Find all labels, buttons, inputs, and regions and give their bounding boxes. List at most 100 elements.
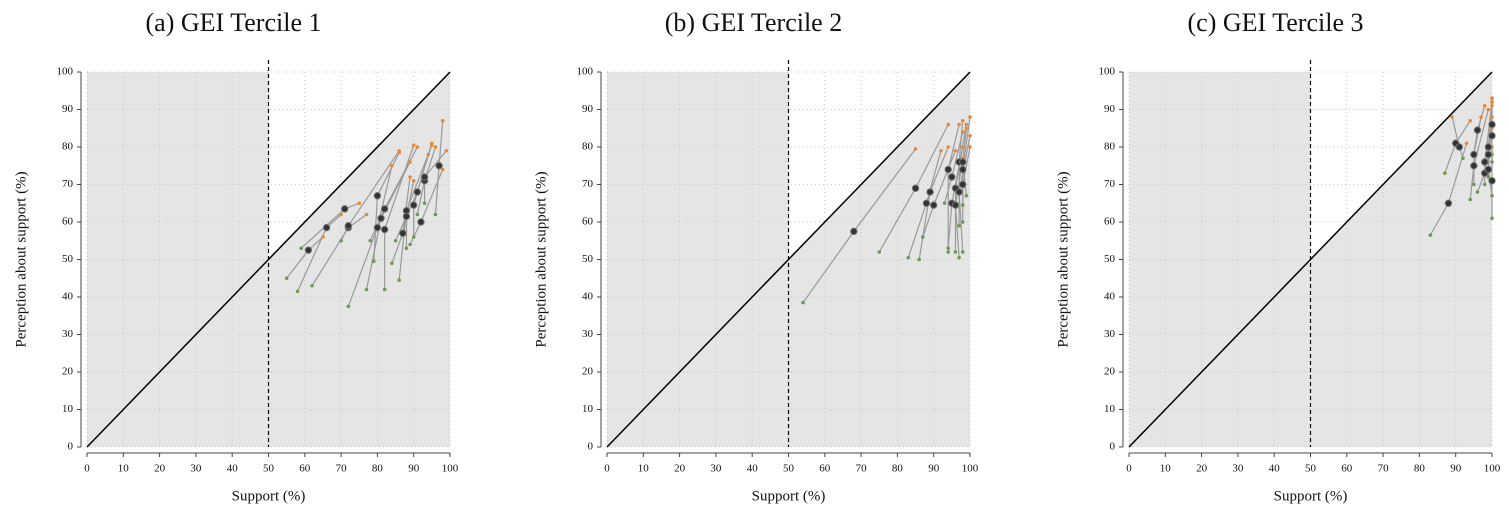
x-tick-label: 70 [856,463,868,475]
y-tick-label: 50 [62,253,74,265]
endpoint [415,212,420,217]
endpoint [1490,160,1494,164]
y-tick-label: 30 [1104,328,1116,340]
y-tick-label: 20 [1104,366,1116,378]
mean-point [435,162,443,170]
endpoint [1482,103,1487,108]
y-tick-label: 30 [62,328,74,340]
endpoint [393,238,398,243]
endpoint [917,257,921,262]
panel: 0 10 20 30 40 50 60 70 80 90 100 0 10 20 30 40 50 60 70 80 9… [533,8,978,504]
mean-point [417,218,425,226]
endpoint [939,148,943,153]
endpoint [957,122,961,127]
x-tick-label: 0 [604,463,610,475]
y-tick-label: 80 [62,141,74,153]
endpoint [404,246,409,251]
x-tick-label: 60 [1341,463,1353,475]
y-tick-label: 80 [582,141,594,153]
endpoint [1468,118,1473,123]
y-tick-label: 60 [62,216,74,228]
mean-point [344,222,353,230]
x-axis-label: Support (%) [752,488,826,504]
y-axis-label: Perception about support (%) [533,171,549,347]
endpoint [1486,107,1491,112]
endpoint [397,278,401,282]
y-tick-label: 50 [582,253,594,265]
endpoint [957,223,961,228]
y-tick-label: 60 [1104,216,1116,228]
mean-point [850,227,858,236]
mean-point [1444,199,1453,207]
shade [87,72,269,447]
endpoint [339,238,343,243]
endpoint [284,276,289,281]
endpoint [960,145,965,149]
endpoint [964,122,969,127]
endpoint [440,167,445,172]
endpoint [1428,233,1433,237]
x-tick-label: 60 [299,463,311,475]
endpoint [1443,171,1447,176]
mean-point [322,223,331,232]
endpoint [364,287,369,292]
y-tick-label: 90 [582,103,594,115]
endpoint [1461,156,1465,161]
endpoint [368,238,372,243]
y-tick-label: 0 [588,441,594,453]
endpoint [1468,197,1473,202]
x-tick-label: 30 [1232,463,1244,475]
mean-point [959,165,967,174]
y-tick-label: 80 [1104,141,1116,153]
endpoint [295,289,300,294]
endpoint [913,147,918,151]
y-tick-label: 20 [62,366,74,378]
y-tick-label: 100 [57,66,74,78]
x-tick-label: 80 [372,463,384,475]
endpoint [877,250,882,254]
y-tick-label: 40 [582,291,594,303]
mean-point [922,199,931,207]
mean-point [413,188,422,196]
x-tick-label: 10 [118,463,130,475]
endpoint [357,201,362,206]
y-tick-label: 10 [62,403,74,415]
x-tick-label: 50 [1305,463,1317,475]
mean-point [951,201,960,209]
endpoint [946,246,951,251]
x-tick-label: 80 [892,463,904,475]
endpoint [1490,115,1494,119]
x-tick-label: 70 [1378,463,1390,475]
endpoint [426,152,431,157]
mean-point [1488,132,1496,140]
x-tick-label: 20 [154,463,166,475]
endpoint [960,220,965,224]
x-tick-label: 0 [1126,463,1132,475]
x-tick-label: 40 [227,463,239,475]
x-tick-label: 100 [962,463,979,475]
endpoint [408,242,412,247]
panel: 0 10 20 30 40 50 60 70 80 90 100 0 10 20 30 40 50 60 70 80 9… [1055,8,1500,504]
endpoint [433,212,438,217]
mean-point [420,173,429,181]
endpoint [1472,182,1476,187]
endpoint [942,201,947,206]
x-axis-label: Support (%) [232,488,306,504]
endpoint [968,145,972,149]
x-tick-label: 60 [819,463,831,475]
mean-point [1484,165,1493,174]
panel: 0 10 20 30 40 50 60 70 80 90 100 0 10 20 30 40 50 60 70 80 9… [13,8,458,504]
endpoint [364,212,369,217]
x-tick-label: 0 [84,463,90,475]
endpoint [415,145,420,149]
mean-point [380,205,389,213]
mean-point [1484,143,1493,151]
endpoint [1490,216,1494,221]
endpoint [957,255,961,260]
chart-title: (b) GEI Tercile 2 [665,8,842,37]
endpoint [411,178,416,183]
x-tick-label: 80 [1414,463,1426,475]
y-tick-label: 90 [62,103,74,115]
endpoint [444,148,449,153]
endpoint [1490,103,1494,108]
